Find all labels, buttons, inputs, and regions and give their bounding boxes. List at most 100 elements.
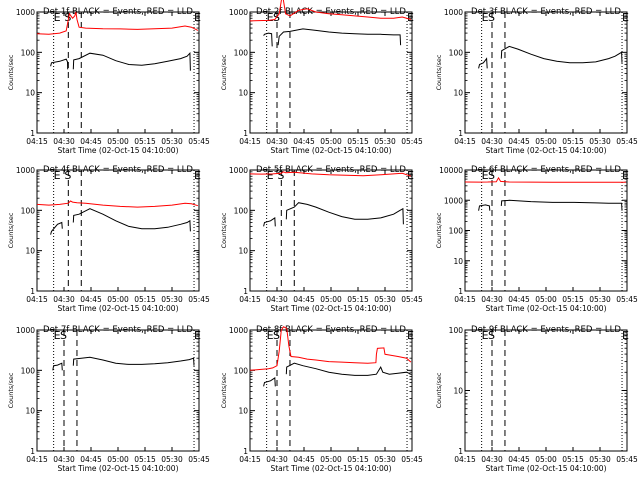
event-rate-line [50, 221, 63, 235]
y-tick-label: 100 [21, 206, 36, 215]
marker-label: E [194, 169, 201, 182]
lld-rate-line [36, 11, 199, 35]
lld-rate-line [36, 200, 199, 208]
x-tick-label: 04:45 [508, 295, 530, 304]
plot-frame [36, 11, 200, 134]
x-tick-label: 05:00 [535, 455, 557, 464]
event-rate-line [263, 216, 276, 227]
y-tick-label: 10 [25, 407, 35, 416]
y-tick-label: 1 [458, 447, 463, 456]
marker-label: E [267, 11, 274, 24]
x-tick-label: 04:15 [454, 295, 476, 304]
marker-label: E [482, 169, 489, 182]
marker-label: E [482, 329, 489, 342]
y-tick-label: 100 [449, 48, 464, 57]
plot-panel: Det 6f BLACK = Events, RED = LLD11010010… [435, 165, 638, 313]
x-tick-label: 05:15 [562, 295, 584, 304]
event-rate-line [277, 28, 402, 46]
plot-panel: Det 5f BLACK = Events, RED = LLD11010010… [220, 165, 423, 313]
x-tick-label: 04:30 [53, 455, 75, 464]
plot-frame [36, 169, 200, 292]
y-axis-label: Counts/sec [220, 54, 228, 90]
x-tick-label: 05:15 [562, 137, 584, 146]
marker-label: E [622, 329, 629, 342]
x-tick-label: 04:30 [53, 295, 75, 304]
y-tick-label: 10 [25, 247, 35, 256]
lld-rate-line [249, 171, 412, 177]
y-tick-label: 1 [458, 129, 463, 138]
event-rate-line [500, 199, 623, 211]
y-tick-label: 1000 [16, 166, 35, 175]
x-tick-label: 04:45 [508, 455, 530, 464]
x-axis-label: Start Time (02-Oct-15 04:10:00) [270, 304, 391, 313]
y-tick-label: 1000 [229, 166, 248, 175]
x-tick-label: 04:45 [80, 137, 102, 146]
plot-frame [249, 11, 413, 134]
x-axis-label: Start Time (02-Oct-15 04:10:00) [57, 464, 178, 473]
y-tick-label: 1000 [229, 326, 248, 335]
x-tick-label: 05:15 [347, 455, 369, 464]
y-tick-label: 1000 [16, 326, 35, 335]
x-tick-label: 04:15 [26, 455, 48, 464]
event-rate-line [72, 208, 191, 232]
x-axis-label: Start Time (02-Oct-15 04:10:00) [485, 304, 606, 313]
marker-label: E [407, 329, 414, 342]
x-tick-label: 05:15 [347, 295, 369, 304]
marker-label: S [488, 169, 495, 182]
y-tick-label: 1 [243, 287, 248, 296]
x-axis-label: Start Time (02-Oct-15 04:10:00) [57, 146, 178, 155]
y-axis-label: Counts/sec [435, 212, 443, 248]
y-tick-label: 1 [458, 287, 463, 296]
x-tick-label: 05:00 [320, 455, 342, 464]
y-tick-label: 1000 [229, 8, 248, 17]
y-tick-label: 1 [30, 129, 35, 138]
marker-label: E [54, 329, 61, 342]
y-axis-label: Counts/sec [7, 212, 15, 248]
x-tick-label: 05:15 [134, 455, 156, 464]
x-tick-label: 05:15 [134, 137, 156, 146]
marker-label: E [407, 11, 414, 24]
plot-frame [36, 329, 200, 452]
x-tick-label: 05:30 [374, 455, 396, 464]
x-tick-label: 04:45 [508, 137, 530, 146]
y-tick-label: 1 [243, 447, 248, 456]
x-tick-label: 05:00 [320, 137, 342, 146]
x-tick-label: 05:45 [401, 137, 423, 146]
x-tick-label: 05:30 [589, 455, 611, 464]
event-rate-line [50, 58, 69, 70]
x-tick-label: 05:15 [134, 295, 156, 304]
y-tick-label: 100 [21, 48, 36, 57]
y-tick-label: 1000 [444, 8, 463, 17]
marker-label: E [194, 329, 201, 342]
plot-panel: Det 8f BLACK = Events, RED = LLD11010010… [220, 325, 423, 473]
x-axis-label: Start Time (02-Oct-15 04:10:00) [485, 464, 606, 473]
marker-label: E [407, 169, 414, 182]
x-tick-label: 04:45 [80, 295, 102, 304]
y-tick-label: 10000 [439, 166, 463, 175]
event-rate-line [263, 376, 276, 387]
marker-label: S [64, 11, 71, 24]
x-tick-label: 05:45 [616, 295, 638, 304]
x-tick-label: 04:30 [266, 137, 288, 146]
y-axis-label: Counts/sec [7, 372, 15, 408]
marker-label: S [488, 11, 495, 24]
event-rate-line [72, 51, 191, 71]
x-tick-label: 04:30 [266, 455, 288, 464]
y-tick-label: 10 [453, 257, 463, 266]
plot-panel: Det 2f BLACK = Events, RED = LLD11010010… [220, 0, 423, 155]
y-tick-label: 100 [449, 227, 464, 236]
x-tick-label: 04:15 [454, 455, 476, 464]
x-axis-label: Start Time (02-Oct-15 04:10:00) [270, 146, 391, 155]
x-tick-label: 04:15 [239, 137, 261, 146]
x-tick-label: 05:00 [320, 295, 342, 304]
marker-label: E [267, 329, 274, 342]
marker-label: E [267, 169, 274, 182]
y-tick-label: 10 [25, 89, 35, 98]
x-tick-label: 04:45 [293, 455, 315, 464]
plot-panel: Det 4f BLACK = Events, RED = LLD11010010… [7, 165, 210, 313]
x-tick-label: 05:45 [616, 137, 638, 146]
marker-label: S [60, 329, 67, 342]
x-tick-label: 05:45 [188, 137, 210, 146]
